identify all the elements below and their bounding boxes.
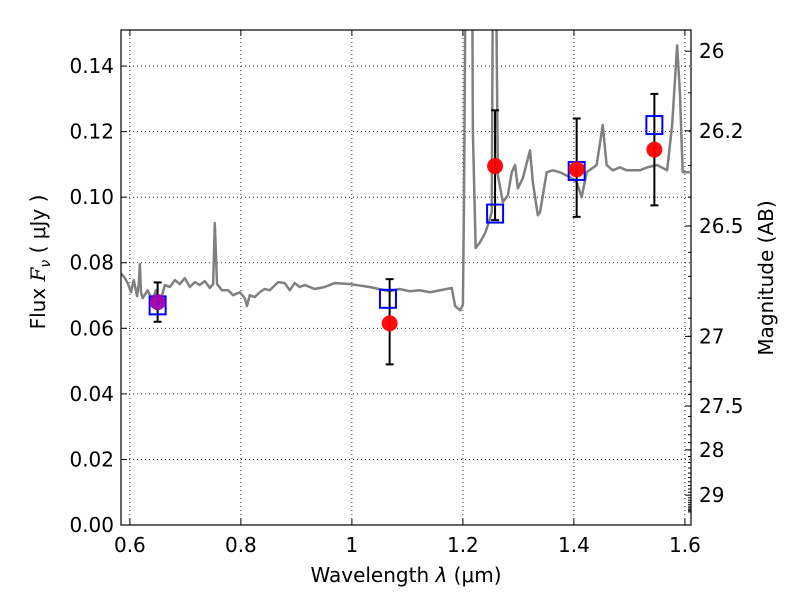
y2-tick-label: 27.5: [699, 394, 744, 418]
x-tick-label: 1.2: [447, 533, 479, 557]
observed-point-marker: [646, 141, 663, 158]
x-tick-label: 1.4: [558, 533, 590, 557]
y-tick-label: 0.10: [69, 185, 114, 209]
observed-point-marker: [149, 294, 166, 311]
y-tick-label: 0.04: [69, 382, 114, 406]
y-tick-label: 0.12: [69, 120, 114, 144]
x-tick-label: 1: [346, 533, 359, 557]
y2-tick-label: 26: [699, 39, 724, 63]
y2-tick-label: 27: [699, 324, 724, 348]
grid: [121, 30, 691, 526]
y-tick-label: 0.14: [69, 54, 114, 78]
model-square-marker: [378, 288, 397, 309]
x-tick-label: 1.6: [669, 533, 701, 557]
y-tick-label: 0.06: [69, 316, 114, 340]
x-axis-label: Wavelength λ (μm): [310, 563, 501, 587]
observed-point-marker: [568, 161, 585, 178]
x-tick-label: 0.8: [225, 533, 257, 557]
y2-tick-label: 26.5: [699, 214, 744, 238]
y-axis-label: Flux Fν ( μJy ): [26, 195, 54, 330]
axis-ticks: 0.6 0.8 1 1.2 1.4 1.6 0.00 0.02 0.04 0.06 0.08 0.10…: [69, 30, 744, 557]
y2-tick-label: 26.2: [699, 119, 744, 143]
spectrum-line: [121, 30, 690, 312]
y2-axis-label: Magnitude (AB): [754, 200, 778, 355]
observed-point-marker: [487, 158, 504, 175]
plot-series: [121, 30, 690, 366]
model-square-marker: [486, 203, 505, 224]
observed-point-marker: [381, 315, 398, 332]
y-tick-label: 0.00: [69, 513, 114, 537]
y-tick-label: 0.08: [69, 251, 114, 275]
x-tick-label: 0.6: [114, 533, 146, 557]
y2-tick-label: 29: [699, 483, 724, 507]
y-tick-label: 0.02: [69, 447, 114, 471]
model-square-marker: [645, 115, 664, 136]
y2-tick-label: 28: [699, 438, 724, 462]
plot-frame: [120, 29, 692, 526]
